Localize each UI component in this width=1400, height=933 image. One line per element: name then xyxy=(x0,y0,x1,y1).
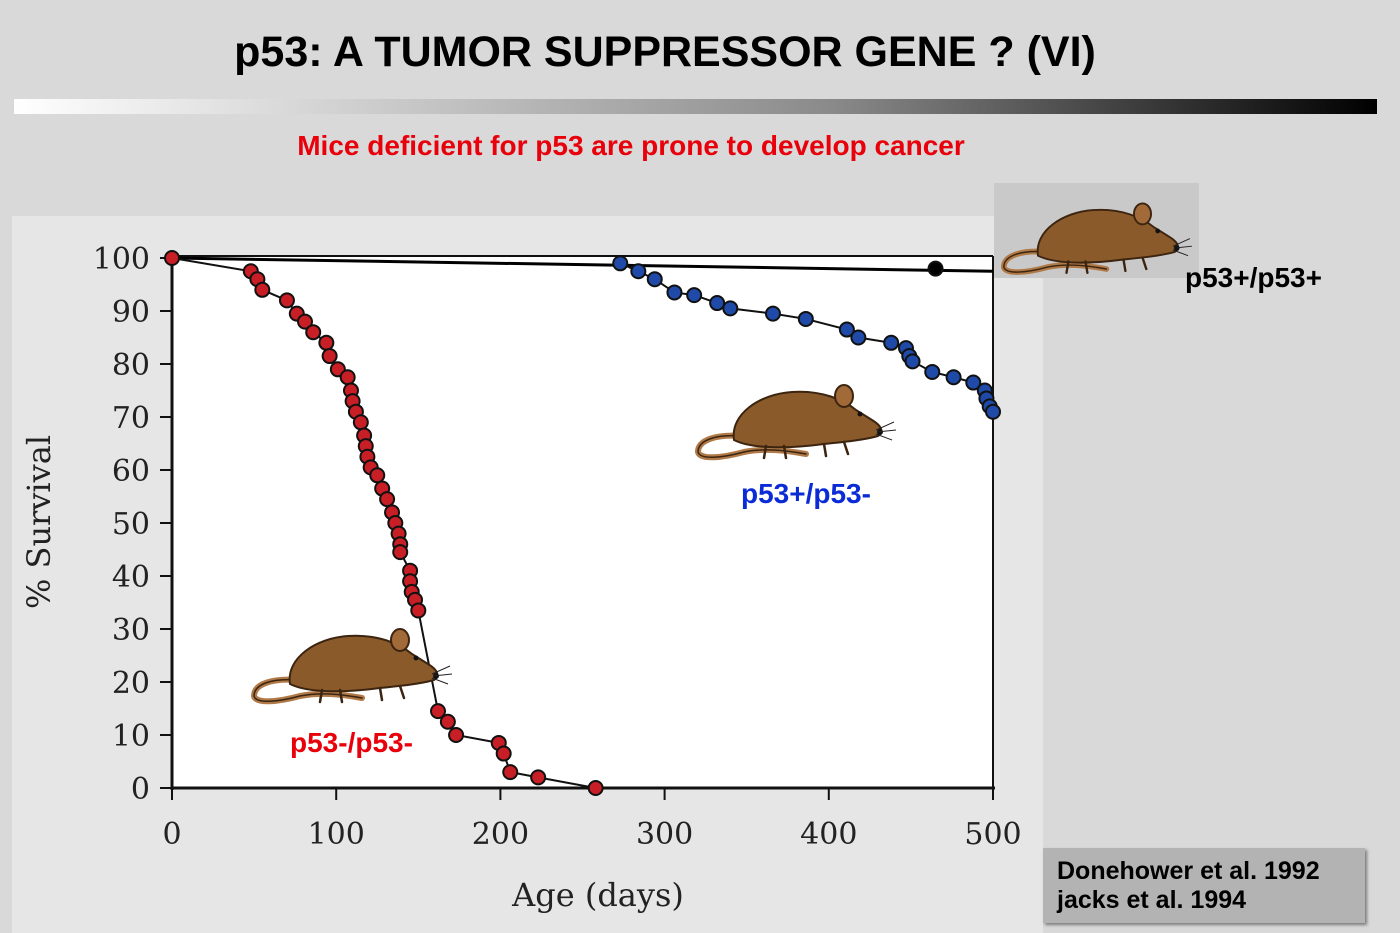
y-tick-label: 10 xyxy=(112,719,150,754)
slide-subtitle: Mice deficient for p53 are prone to deve… xyxy=(297,130,965,161)
mouse-icon xyxy=(694,384,897,461)
x-tick-label: 0 xyxy=(162,817,181,852)
data-point-heterozygous xyxy=(924,363,941,380)
title-divider xyxy=(14,99,1377,114)
series-label-null: p53-/p53- xyxy=(290,727,413,758)
series-null xyxy=(164,250,604,796)
data-point-null xyxy=(297,313,314,330)
y-tick-label: 20 xyxy=(112,666,150,701)
x-tick-label: 200 xyxy=(472,817,529,852)
series-line-wild-type xyxy=(171,256,994,273)
data-point-heterozygous xyxy=(612,255,629,272)
data-point-heterozygous xyxy=(883,334,900,351)
y-axis-label: % Survival xyxy=(20,435,58,609)
reference-line: Donehower et al. 1992 xyxy=(1057,857,1320,885)
data-point-heterozygous xyxy=(850,329,867,346)
y-tick-label: 80 xyxy=(112,348,150,383)
mouse-icon xyxy=(250,628,453,705)
y-tick-label: 30 xyxy=(112,613,150,648)
data-point-heterozygous xyxy=(965,374,982,391)
data-point-null xyxy=(430,703,447,720)
data-point-null xyxy=(278,292,295,309)
data-point-heterozygous xyxy=(666,284,683,301)
data-point-heterozygous xyxy=(797,310,814,327)
data-point-wild-type xyxy=(927,260,944,277)
y-tick-label: 70 xyxy=(112,401,150,436)
slide-title: p53: A TUMOR SUPPRESSOR GENE ? (VI) xyxy=(234,28,1096,76)
y-tick-label: 0 xyxy=(131,772,150,807)
data-point-null xyxy=(164,250,180,266)
data-point-heterozygous xyxy=(904,353,921,370)
data-point-null xyxy=(254,281,271,298)
data-point-heterozygous xyxy=(985,403,1001,420)
data-point-null xyxy=(587,780,604,796)
reference-line: jacks et al. 1994 xyxy=(1057,886,1247,914)
data-point-null xyxy=(305,324,322,341)
series-wild-type xyxy=(171,256,994,277)
data-point-null xyxy=(392,544,409,561)
data-point-null xyxy=(410,602,427,619)
reference-box: Donehower et al. 1992 jacks et al. 1994 xyxy=(1043,848,1365,923)
plot-area xyxy=(172,256,993,788)
x-axis-label: Age (days) xyxy=(511,876,684,914)
y-tick-label: 50 xyxy=(112,507,150,542)
data-point-heterozygous xyxy=(945,369,962,386)
data-point-null xyxy=(439,713,456,730)
y-tick-label: 90 xyxy=(112,295,150,330)
data-point-null xyxy=(530,769,547,786)
mouse-icon xyxy=(1000,202,1192,275)
data-point-null xyxy=(495,745,512,762)
x-tick-label: 500 xyxy=(964,817,1021,852)
data-point-null xyxy=(379,491,396,508)
x-tick-label: 100 xyxy=(308,817,365,852)
data-point-heterozygous xyxy=(838,321,855,338)
data-point-heterozygous xyxy=(686,287,703,304)
data-point-heterozygous xyxy=(722,300,739,317)
data-point-heterozygous xyxy=(764,305,781,322)
data-point-null xyxy=(321,348,338,365)
chart-panel: 0 10 20 30 40 50 60 70 80 90 100 0 100 200 300 400 500 … xyxy=(12,216,1043,933)
series-heterozygous xyxy=(612,255,1001,420)
data-point-null xyxy=(448,727,465,743)
data-point-null xyxy=(502,764,519,781)
data-point-null xyxy=(352,414,369,431)
x-tick-label: 300 xyxy=(636,817,693,852)
data-point-heterozygous xyxy=(630,263,647,280)
y-tick-label: 40 xyxy=(112,560,150,595)
data-point-null xyxy=(369,467,386,484)
y-tick-label: 100 xyxy=(93,242,150,277)
wild-type-mouse-box xyxy=(994,183,1199,278)
data-point-heterozygous xyxy=(646,271,663,288)
series-label-heterozygous: p53+/p53- xyxy=(741,478,871,509)
data-point-heterozygous xyxy=(709,295,726,312)
y-tick-label: 60 xyxy=(112,454,150,489)
data-point-null xyxy=(339,369,356,386)
data-point-null xyxy=(318,334,335,351)
series-label-wild-type: p53+/p53+ xyxy=(1185,262,1322,293)
x-tick-label: 400 xyxy=(800,817,857,852)
